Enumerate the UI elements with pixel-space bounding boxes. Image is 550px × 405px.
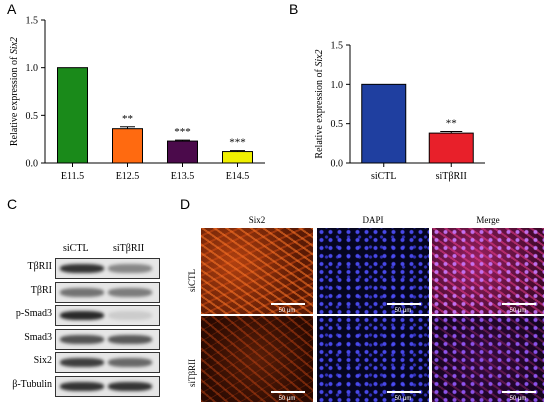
micro-image-sictl-dapi: 50 μm	[317, 228, 429, 314]
blot-band	[60, 381, 104, 391]
blot-strip	[55, 305, 160, 326]
y-axis-label-gene: Six2	[314, 49, 325, 66]
blot-band	[60, 358, 104, 367]
blot-lane-label-2: siTβRII	[113, 243, 145, 254]
blot-band	[108, 334, 152, 344]
blot-band	[108, 381, 152, 391]
significance-label: ***	[229, 137, 246, 149]
y-axis-label-gene: Six2	[9, 37, 20, 54]
scale-bar	[271, 303, 305, 305]
blot-band	[108, 358, 152, 367]
bar-chart-b: 0.0 0.5 1.0 1.5 Relative expression of Six2 s…	[314, 41, 485, 182]
blot-strip	[55, 375, 160, 397]
scale-bar	[387, 391, 421, 393]
blot-band	[108, 311, 152, 320]
bar	[361, 83, 407, 164]
x-tick-label: siTβRII	[436, 171, 467, 182]
blot-band	[108, 264, 152, 273]
micro-image-sictl-six2: 50 μm	[201, 228, 313, 314]
y-tick-label: 0.0	[331, 159, 344, 170]
micro-image-sitbrii-dapi: 50 μm	[317, 316, 429, 402]
blot-row-label: p-Smad3	[15, 308, 52, 319]
x-tick-label: siCTL	[371, 171, 397, 182]
blot-row-label: Six2	[33, 355, 52, 366]
x-tick-label: E12.5	[116, 171, 140, 182]
scale-bar-label: 50 μm	[278, 308, 296, 314]
significance-label: ***	[174, 126, 191, 138]
panel-label-a: A	[7, 1, 17, 17]
y-tick-label: 1.5	[26, 16, 39, 27]
panel-label-c: C	[7, 196, 18, 212]
micro-row-title-sitbrii: siTβRII	[187, 358, 197, 387]
blot-band	[108, 287, 152, 297]
blot-row-label: β-Tubulin	[12, 378, 52, 390]
x-tick-label: E11.5	[61, 171, 84, 182]
y-tick-label: 0.0	[26, 159, 39, 170]
blot-lane-label-1: siCTL	[63, 243, 89, 254]
y-tick-label: 1.0	[26, 63, 39, 74]
scale-bar-label: 50 μm	[394, 396, 412, 402]
blot-row-label: TβRII	[27, 261, 52, 272]
y-tick-label: 0.5	[331, 119, 344, 130]
scale-bar	[502, 303, 536, 305]
significance-label: **	[122, 113, 133, 125]
micro-col-title-merge: Merge	[476, 215, 500, 225]
blot-band	[60, 334, 104, 344]
bar	[222, 151, 253, 164]
blot-band	[60, 311, 104, 320]
scale-bar-label: 50 μm	[509, 396, 527, 402]
bar	[428, 132, 474, 164]
blot-strip	[55, 281, 160, 303]
blot-strip	[55, 328, 160, 350]
significance-label: **	[446, 118, 457, 130]
y-tick-label: 1.5	[331, 41, 344, 52]
scale-bar	[387, 303, 421, 305]
x-tick-label: E14.5	[226, 171, 250, 182]
blot-strip	[55, 352, 160, 373]
blot-band	[60, 264, 104, 273]
bar	[112, 128, 143, 164]
blot-row-label: Smad3	[24, 331, 52, 343]
y-axis-label: Relative expression of Six2	[9, 37, 20, 146]
y-tick-label: 1.0	[331, 80, 344, 91]
scale-bar-label: 50 μm	[278, 396, 296, 402]
bar	[167, 140, 198, 164]
panel-label-b: B	[289, 1, 299, 17]
micro-image-sictl-merge: 50 μm	[432, 228, 544, 314]
bar-chart-a: 0.0 0.5 1.0 1.5 Relative expression of Six2 E…	[9, 16, 265, 182]
micro-col-title-six2: Six2	[248, 215, 266, 225]
micro-col-title-dapi: DAPI	[362, 215, 384, 225]
scale-bar	[271, 391, 305, 393]
micro-image-sitbrii-merge: 50 μm	[432, 316, 544, 402]
micro-image-sitbrii-six2: 50 μm	[201, 316, 313, 402]
x-tick-label: E13.5	[171, 171, 195, 182]
blot-band	[60, 287, 104, 297]
y-tick-label: 0.5	[26, 111, 39, 122]
panel-label-d: D	[180, 196, 191, 212]
y-axis-label: Relative expression of Six2	[314, 49, 325, 158]
bar	[57, 67, 88, 164]
blot-row-label: TβRI	[30, 284, 52, 296]
scale-bar-label: 50 μm	[394, 308, 412, 314]
scale-bar	[502, 391, 536, 393]
blot-strip	[55, 258, 160, 279]
scale-bar-label: 50 μm	[509, 308, 527, 314]
micro-row-title-sictl: siCTL	[187, 268, 197, 292]
